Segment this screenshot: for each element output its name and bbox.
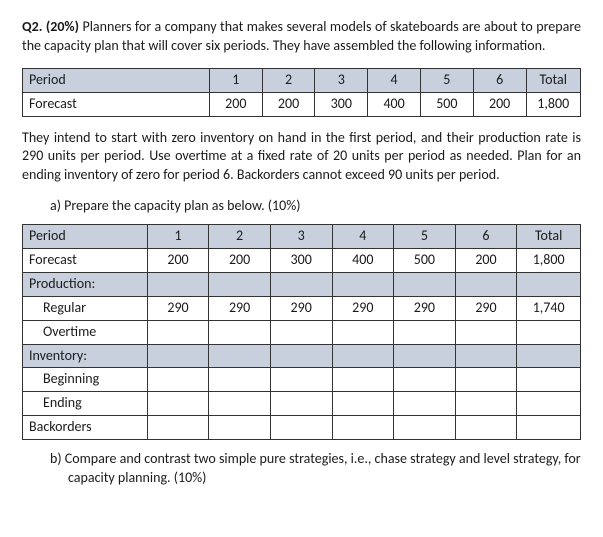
part-b-prompt: b) Compare and contrast two simple pure … (50, 450, 581, 488)
table-cell: 1 (147, 225, 209, 249)
table-cell (455, 368, 517, 392)
row-label: Backorders (23, 416, 148, 440)
table-cell (147, 272, 209, 296)
row-label: Period (23, 225, 148, 249)
table-cell (394, 320, 456, 344)
table-cell: 4 (368, 68, 421, 92)
table-cell: 1,800 (526, 92, 581, 116)
table-cell (147, 392, 209, 416)
table-cell: 400 (332, 249, 394, 273)
table-cell (209, 272, 271, 296)
table-cell (147, 344, 209, 368)
table-cell (332, 368, 394, 392)
table-cell (147, 416, 209, 440)
table-cell: 290 (147, 296, 209, 320)
capacity-plan-table: Period123456TotalForecast200200300400500… (22, 224, 581, 440)
table-cell (147, 368, 209, 392)
table-cell (394, 368, 456, 392)
table-cell (332, 416, 394, 440)
forecast-table: Period123456TotalForecast200200300400500… (22, 68, 581, 117)
table-cell: 1,740 (517, 296, 581, 320)
table-cell: 1 (209, 68, 262, 92)
table-cell: 2 (209, 225, 271, 249)
table-cell (209, 344, 271, 368)
table-cell: 6 (455, 225, 517, 249)
table-cell: 500 (420, 92, 473, 116)
table-cell: 3 (270, 225, 332, 249)
table-cell (394, 344, 456, 368)
table-cell (455, 392, 517, 416)
table-cell: 5 (394, 225, 456, 249)
table-cell: 3 (315, 68, 368, 92)
table-cell: 290 (332, 296, 394, 320)
table-cell (517, 392, 581, 416)
table-cell (147, 320, 209, 344)
table-cell: 290 (209, 296, 271, 320)
table-cell (517, 272, 581, 296)
table-cell (209, 368, 271, 392)
paragraph-constraints: They intend to start with zero inventory… (22, 129, 581, 186)
table-cell: 200 (262, 92, 315, 116)
table-cell (270, 416, 332, 440)
table-cell (455, 416, 517, 440)
table-cell: 290 (270, 296, 332, 320)
table-cell: 4 (332, 225, 394, 249)
row-label: Production: (23, 272, 148, 296)
table-cell: 400 (368, 92, 421, 116)
row-label: Overtime (23, 320, 148, 344)
question-intro-text: Planners for a company that makes severa… (22, 18, 581, 54)
table-cell (455, 344, 517, 368)
table-cell (394, 416, 456, 440)
question-number: Q2. (20%) (22, 18, 79, 35)
table-cell: 200 (147, 249, 209, 273)
row-label: Inventory: (23, 344, 148, 368)
row-label: Ending (23, 392, 148, 416)
table-cell: 200 (473, 92, 526, 116)
table-cell (270, 320, 332, 344)
table-cell: 290 (455, 296, 517, 320)
row-label: Regular (23, 296, 148, 320)
table-cell: 300 (315, 92, 368, 116)
row-label: Period (23, 68, 210, 92)
table-cell (394, 272, 456, 296)
row-label: Forecast (23, 249, 148, 273)
table-cell: Total (517, 225, 581, 249)
table-cell (270, 368, 332, 392)
table-cell (270, 344, 332, 368)
table-cell: 300 (270, 249, 332, 273)
row-label: Beginning (23, 368, 148, 392)
table-cell (332, 272, 394, 296)
table-cell (394, 392, 456, 416)
table-cell: 200 (209, 92, 262, 116)
table-cell (270, 272, 332, 296)
table-cell: Total (526, 68, 581, 92)
table-cell: 500 (394, 249, 456, 273)
table-cell: 200 (455, 249, 517, 273)
table-cell (209, 392, 271, 416)
table-cell: 200 (209, 249, 271, 273)
table-cell (209, 320, 271, 344)
table-cell (270, 392, 332, 416)
table-cell (517, 320, 581, 344)
table-cell: 6 (473, 68, 526, 92)
table-cell (332, 392, 394, 416)
table-cell: 290 (394, 296, 456, 320)
part-a-prompt: a) Prepare the capacity plan as below. (… (50, 197, 581, 216)
table-cell: 2 (262, 68, 315, 92)
table-cell (517, 344, 581, 368)
table-cell (332, 320, 394, 344)
row-label: Forecast (23, 92, 210, 116)
table-cell (455, 272, 517, 296)
table-cell: 1,800 (517, 249, 581, 273)
table-cell (332, 344, 394, 368)
table-cell (455, 320, 517, 344)
table-cell (517, 416, 581, 440)
table-cell (209, 416, 271, 440)
question-intro: Q2. (20%) Planners for a company that ma… (22, 18, 581, 56)
table-cell: 5 (420, 68, 473, 92)
table-cell (517, 368, 581, 392)
